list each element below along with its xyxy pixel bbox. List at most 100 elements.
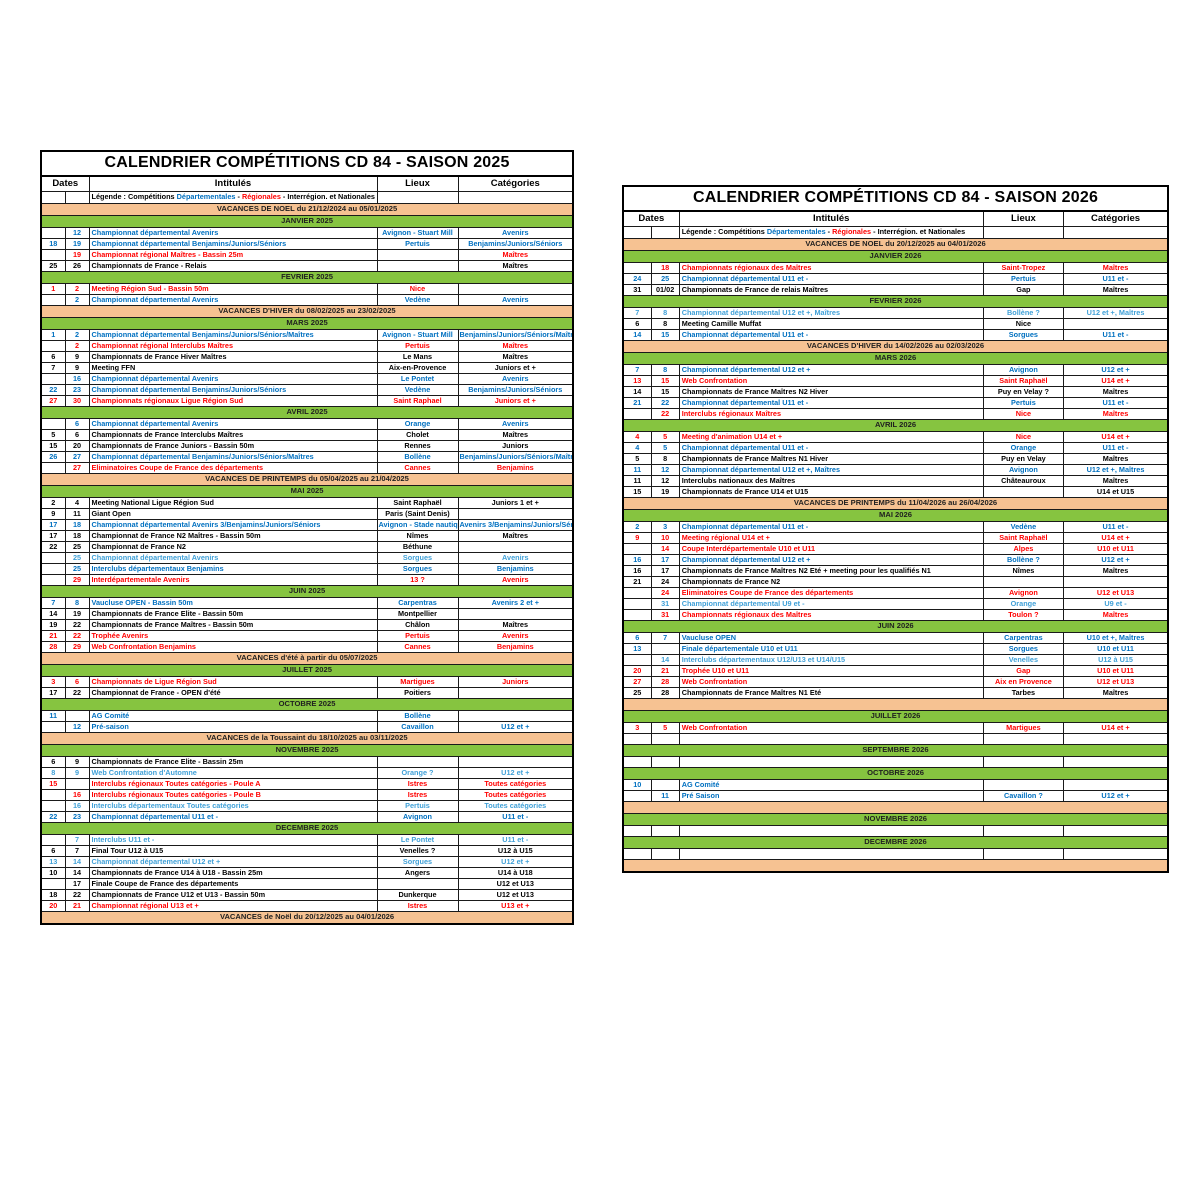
date-start-cell xyxy=(40,789,66,801)
vacation-label: VACANCES DE PRINTEMPS du 11/04/2026 au 2… xyxy=(622,497,1169,510)
date-start-cell: 25 xyxy=(622,687,652,699)
lieu-cell: Pertuis xyxy=(982,397,1065,409)
month-label: FEVRIER 2026 xyxy=(622,295,1169,308)
vacation-row: VACANCES de la Toussaint du 18/10/2025 a… xyxy=(40,732,574,745)
date-end-cell: 9 xyxy=(64,351,90,363)
event-title-cell: Championnats régionaux des Maîtres xyxy=(678,262,984,274)
date-end-cell: 18 xyxy=(64,530,90,542)
event-title-cell xyxy=(678,756,984,768)
month-label: AVRIL 2026 xyxy=(622,419,1169,432)
event-title-cell: Championnats de France U14 à U18 - Bassi… xyxy=(88,867,378,879)
date-start-cell: 14 xyxy=(622,386,652,398)
event-row: 22 Interclubs régionaux Maîtres Nice Maître… xyxy=(622,408,1169,420)
lieu-cell: Avignon xyxy=(982,464,1065,476)
category-cell: U10 et U11 xyxy=(1063,643,1169,655)
month-header-row: MAI 2026 xyxy=(622,509,1169,522)
lieu-cell xyxy=(982,779,1065,791)
event-row: 13 15 Web Confrontation Saint Raphaël U14 et… xyxy=(622,375,1169,387)
date-start-cell: 11 xyxy=(622,475,652,487)
date-start-cell: 13 xyxy=(40,856,66,868)
category-cell xyxy=(1063,576,1169,588)
category-cell: Juniors et + xyxy=(457,362,574,374)
event-row: 5 8 Championnats de France Maîtres N1 Hive… xyxy=(622,453,1169,465)
date-start-cell: 4 xyxy=(622,431,652,443)
month-header-row: DECEMBRE 2025 xyxy=(40,822,574,835)
category-cell: Maîtres xyxy=(457,619,574,631)
vacation-label: VACANCES de la Toussaint du 18/10/2025 a… xyxy=(40,732,574,745)
event-title-cell: Championnat départemental U12 et + xyxy=(88,856,378,868)
event-row: 27 30 Championnats régionaux Ligue Région … xyxy=(40,395,574,407)
event-row: 7 8 Championnat départemental U12 et +, Ma… xyxy=(622,307,1169,319)
date-end-cell: 24 xyxy=(650,587,680,599)
category-cell: U11 et - xyxy=(1063,273,1169,285)
event-title-cell: Web Confrontation xyxy=(678,722,984,734)
category-cell: U12 et + xyxy=(457,856,574,868)
month-header-row: MARS 2026 xyxy=(622,352,1169,365)
event-row: 2 4 Meeting National Ligue Région Sud Saint… xyxy=(40,497,574,509)
event-row: 11 12 Interclubs nationaux des Maîtres Chât… xyxy=(622,475,1169,487)
vacation-row: VACANCES D'HIVER du 08/02/2025 au 23/02/… xyxy=(40,305,574,318)
category-cell: U11 et - xyxy=(1063,329,1169,341)
event-row: 18 Championnats régionaux des Maîtres Sain… xyxy=(622,262,1169,274)
vacation-label xyxy=(622,801,1169,814)
category-cell: U14 à U18 xyxy=(457,867,574,879)
date-end-cell: 16 xyxy=(64,800,90,812)
category-cell: Maîtres xyxy=(1063,262,1169,274)
date-start-cell: 4 xyxy=(622,442,652,454)
date-end-cell: 8 xyxy=(650,307,680,319)
category-cell: Avenirs xyxy=(457,294,574,306)
lieu-cell: Carpentras xyxy=(376,597,459,609)
date-start-cell: 25 xyxy=(40,260,66,272)
event-title-cell: Meeting FFN xyxy=(88,362,378,374)
legend-text: Régionales xyxy=(832,227,872,237)
date-end-cell: 19 xyxy=(650,486,680,498)
date-start-cell: 3 xyxy=(622,722,652,734)
event-title-cell: Championnat départemental Avenirs xyxy=(88,373,378,385)
event-row: 28 29 Web Confrontation Benjamins Cannes Ben… xyxy=(40,641,574,653)
date-end-cell: 9 xyxy=(64,767,90,779)
lieu-cell: Nîmes xyxy=(982,565,1065,577)
legend-text: Départementales xyxy=(176,192,236,202)
month-header-row: DECEMBRE 2026 xyxy=(622,836,1169,849)
lieu-cell: Avignon xyxy=(982,587,1065,599)
date-start-cell xyxy=(622,609,652,621)
event-title-cell: Championnat départemental U11 et - xyxy=(678,521,984,533)
date-start-cell xyxy=(40,878,66,890)
event-title-cell: Championnats régionaux Ligue Région Sud xyxy=(88,395,378,407)
event-title-cell: Championnat départemental U12 et +, Maît… xyxy=(678,307,984,319)
lieu-cell: Pertuis xyxy=(376,340,459,352)
lieu-cell: Saint Raphaël xyxy=(982,532,1065,544)
vacation-label: VACANCES d'été à partir du 05/07/2025 xyxy=(40,652,574,665)
date-end-cell: 22 xyxy=(650,408,680,420)
date-start-cell: 31 xyxy=(622,284,652,296)
date-end-cell: 16 xyxy=(64,789,90,801)
date-end-cell xyxy=(650,226,680,239)
month-label: MARS 2025 xyxy=(40,317,574,330)
category-cell: Maîtres xyxy=(1063,453,1169,465)
event-title-cell: Championnat départemental U11 et - xyxy=(678,442,984,454)
date-end-cell xyxy=(650,848,680,860)
event-row: 2 Championnat régional Interclubs Maîtres… xyxy=(40,340,574,352)
lieu-cell: Vedène xyxy=(376,384,459,396)
category-cell: Juniors 1 et + xyxy=(457,497,574,509)
date-end-cell xyxy=(64,710,90,722)
column-header-categories: Catégories xyxy=(457,175,574,192)
vacation-label: VACANCES D'HIVER du 14/02/2026 au 02/03/… xyxy=(622,340,1169,353)
lieu-cell: Cavaillon xyxy=(376,721,459,733)
event-title-cell xyxy=(678,825,984,837)
category-cell: Maîtres xyxy=(457,340,574,352)
date-start-cell xyxy=(40,191,66,204)
event-title-cell: Championnat départemental Avenirs xyxy=(88,552,378,564)
date-start-cell: 7 xyxy=(622,364,652,376)
column-header-lieux: Lieux xyxy=(982,210,1065,227)
category-cell: U11 et - xyxy=(1063,397,1169,409)
date-start-cell: 17 xyxy=(40,530,66,542)
category-cell: Avenirs xyxy=(457,574,574,586)
category-cell: Maîtres xyxy=(457,260,574,272)
category-cell: Benjamins/Juniors/Séniors xyxy=(457,238,574,250)
table-title-row: CALENDRIER COMPÉTITIONS CD 84 - SAISON 2… xyxy=(622,185,1169,212)
event-row: 18 19 Championnat départemental Benjamins/… xyxy=(40,238,574,250)
date-start-cell xyxy=(622,848,652,860)
event-title-cell: Vaucluse OPEN - Bassin 50m xyxy=(88,597,378,609)
lieu-cell: Saint Raphaël xyxy=(376,497,459,509)
